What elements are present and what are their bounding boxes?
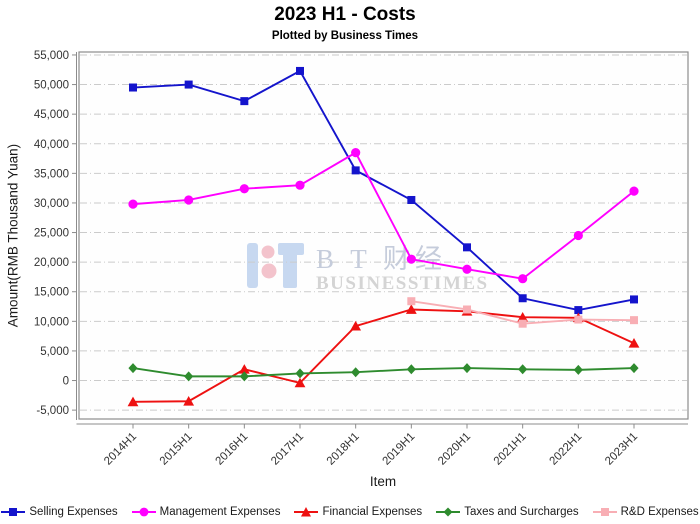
data-point-taxes-and-surcharges xyxy=(351,367,361,378)
plot-area xyxy=(78,51,689,420)
data-point-taxes-and-surcharges xyxy=(518,364,528,375)
y-tick-label: -5,000 xyxy=(36,405,69,417)
x-tick-label: 2015H1 xyxy=(158,431,195,468)
legend-item-selling-expenses: Selling Expenses xyxy=(1,506,118,518)
y-tick-label: 55,000 xyxy=(34,50,69,62)
data-point-selling-expenses xyxy=(518,294,527,303)
y-tick-label: 10,000 xyxy=(34,316,69,328)
y-tick-label: 30,000 xyxy=(34,198,69,210)
data-point-selling-expenses xyxy=(351,166,360,175)
data-point-selling-expenses xyxy=(129,83,137,92)
data-point-taxes-and-surcharges xyxy=(128,363,138,374)
data-point-management-expenses xyxy=(462,264,472,274)
y-tick-label: 25,000 xyxy=(34,228,69,240)
data-point-selling-expenses xyxy=(240,97,249,106)
x-tick-label: 2019H1 xyxy=(380,431,417,468)
data-point-taxes-and-surcharges xyxy=(573,364,583,375)
legend-label: Financial Expenses xyxy=(322,506,423,518)
data-point-management-expenses xyxy=(351,148,361,158)
data-point-selling-expenses xyxy=(184,80,193,89)
x-tick-label: 2020H1 xyxy=(436,431,473,468)
data-point-financial-expenses xyxy=(628,338,640,348)
data-point-taxes-and-surcharges xyxy=(462,363,472,374)
legend-item-taxes-and-surcharges: Taxes and Surcharges xyxy=(436,506,579,518)
watermark-logo-dot xyxy=(261,263,277,279)
data-point-management-expenses xyxy=(184,195,194,205)
data-point-financial-expenses xyxy=(183,396,195,406)
watermark-text: B T 财经 xyxy=(316,244,447,274)
chart-subtitle: Plotted by Business Times xyxy=(271,30,419,42)
legend-marker-taxes-and-surcharges-icon xyxy=(436,507,461,517)
legend-label: Management Expenses xyxy=(159,506,281,518)
x-axis-label: Item xyxy=(369,474,397,489)
series-line-selling-expenses xyxy=(132,69,635,312)
x-tick-label: 2016H1 xyxy=(213,431,250,468)
y-tick-label: 20,000 xyxy=(34,257,69,269)
watermark-subtext: BUSINESSTIMES xyxy=(316,273,489,294)
data-point-selling-expenses xyxy=(574,306,583,315)
data-point-selling-expenses xyxy=(630,295,638,304)
data-point-r-d-expenses xyxy=(630,316,638,325)
legend-label: R&D Expenses xyxy=(620,506,699,518)
data-point-management-expenses xyxy=(573,230,583,241)
data-point-management-expenses xyxy=(406,254,416,264)
y-tick-label: 5,000 xyxy=(40,346,69,358)
x-tick-label: 2018H1 xyxy=(325,431,362,468)
y-tick-label: 0 xyxy=(63,376,69,388)
data-point-management-expenses xyxy=(295,180,305,190)
legend-label: Taxes and Surcharges xyxy=(464,506,579,518)
data-point-management-expenses xyxy=(128,199,138,209)
x-tick-label: 2023H1 xyxy=(603,431,640,468)
watermark-logo-tstem xyxy=(283,243,297,288)
data-point-r-d-expenses xyxy=(463,305,471,314)
data-point-financial-expenses xyxy=(127,396,139,407)
data-point-taxes-and-surcharges xyxy=(239,371,249,382)
x-tick-label: 2017H1 xyxy=(269,431,306,468)
watermark-logo-dot xyxy=(261,245,275,259)
data-point-financial-expenses xyxy=(517,311,529,322)
data-point-selling-expenses xyxy=(407,195,416,204)
data-point-management-expenses xyxy=(629,186,639,196)
x-tick-label: 2014H1 xyxy=(102,431,139,468)
series-line-financial-expenses xyxy=(132,308,635,403)
series-line-management-expenses xyxy=(132,151,635,280)
legend-item-financial-expenses: Financial Expenses xyxy=(294,506,422,518)
legend-label: Selling Expenses xyxy=(29,506,118,518)
y-tick-label: 50,000 xyxy=(34,80,69,92)
data-point-financial-expenses xyxy=(294,377,306,388)
chart-title: 2023 H1 - Costs xyxy=(274,4,416,25)
watermark-logo-bar xyxy=(247,243,258,288)
data-point-r-d-expenses xyxy=(407,297,416,306)
data-point-r-d-expenses xyxy=(518,319,527,328)
data-point-management-expenses xyxy=(239,184,249,194)
y-tick-label: 35,000 xyxy=(34,168,69,180)
x-tick-label: 2021H1 xyxy=(492,431,529,468)
data-point-management-expenses xyxy=(518,274,528,284)
legend-marker-management-expenses-icon xyxy=(131,507,156,517)
legend-item-r-d-expenses: R&D Expenses xyxy=(592,506,699,518)
data-point-financial-expenses xyxy=(350,320,362,331)
legend-marker-selling-expenses-icon xyxy=(1,508,26,516)
chart-legend: Selling Expenses Management Expenses Finan… xyxy=(0,506,700,518)
data-point-selling-expenses xyxy=(296,66,304,75)
legend-marker-financial-expenses-icon xyxy=(294,507,319,517)
legend-marker-r-d-expenses-icon xyxy=(592,508,617,516)
data-point-taxes-and-surcharges xyxy=(184,371,194,382)
data-point-financial-expenses xyxy=(238,364,250,374)
data-point-financial-expenses xyxy=(405,304,417,314)
data-point-taxes-and-surcharges xyxy=(406,364,416,375)
series-line-taxes-and-surcharges xyxy=(132,367,635,378)
data-point-taxes-and-surcharges xyxy=(295,368,305,379)
data-point-selling-expenses xyxy=(463,243,471,252)
data-point-r-d-expenses xyxy=(574,315,583,324)
y-tick-label: 15,000 xyxy=(34,287,69,299)
y-tick-label: 40,000 xyxy=(34,139,69,151)
data-point-taxes-and-surcharges xyxy=(629,363,639,374)
y-tick-label: 45,000 xyxy=(34,109,69,121)
legend-item-management-expenses: Management Expenses xyxy=(131,506,281,518)
x-tick-label: 2022H1 xyxy=(547,431,584,468)
